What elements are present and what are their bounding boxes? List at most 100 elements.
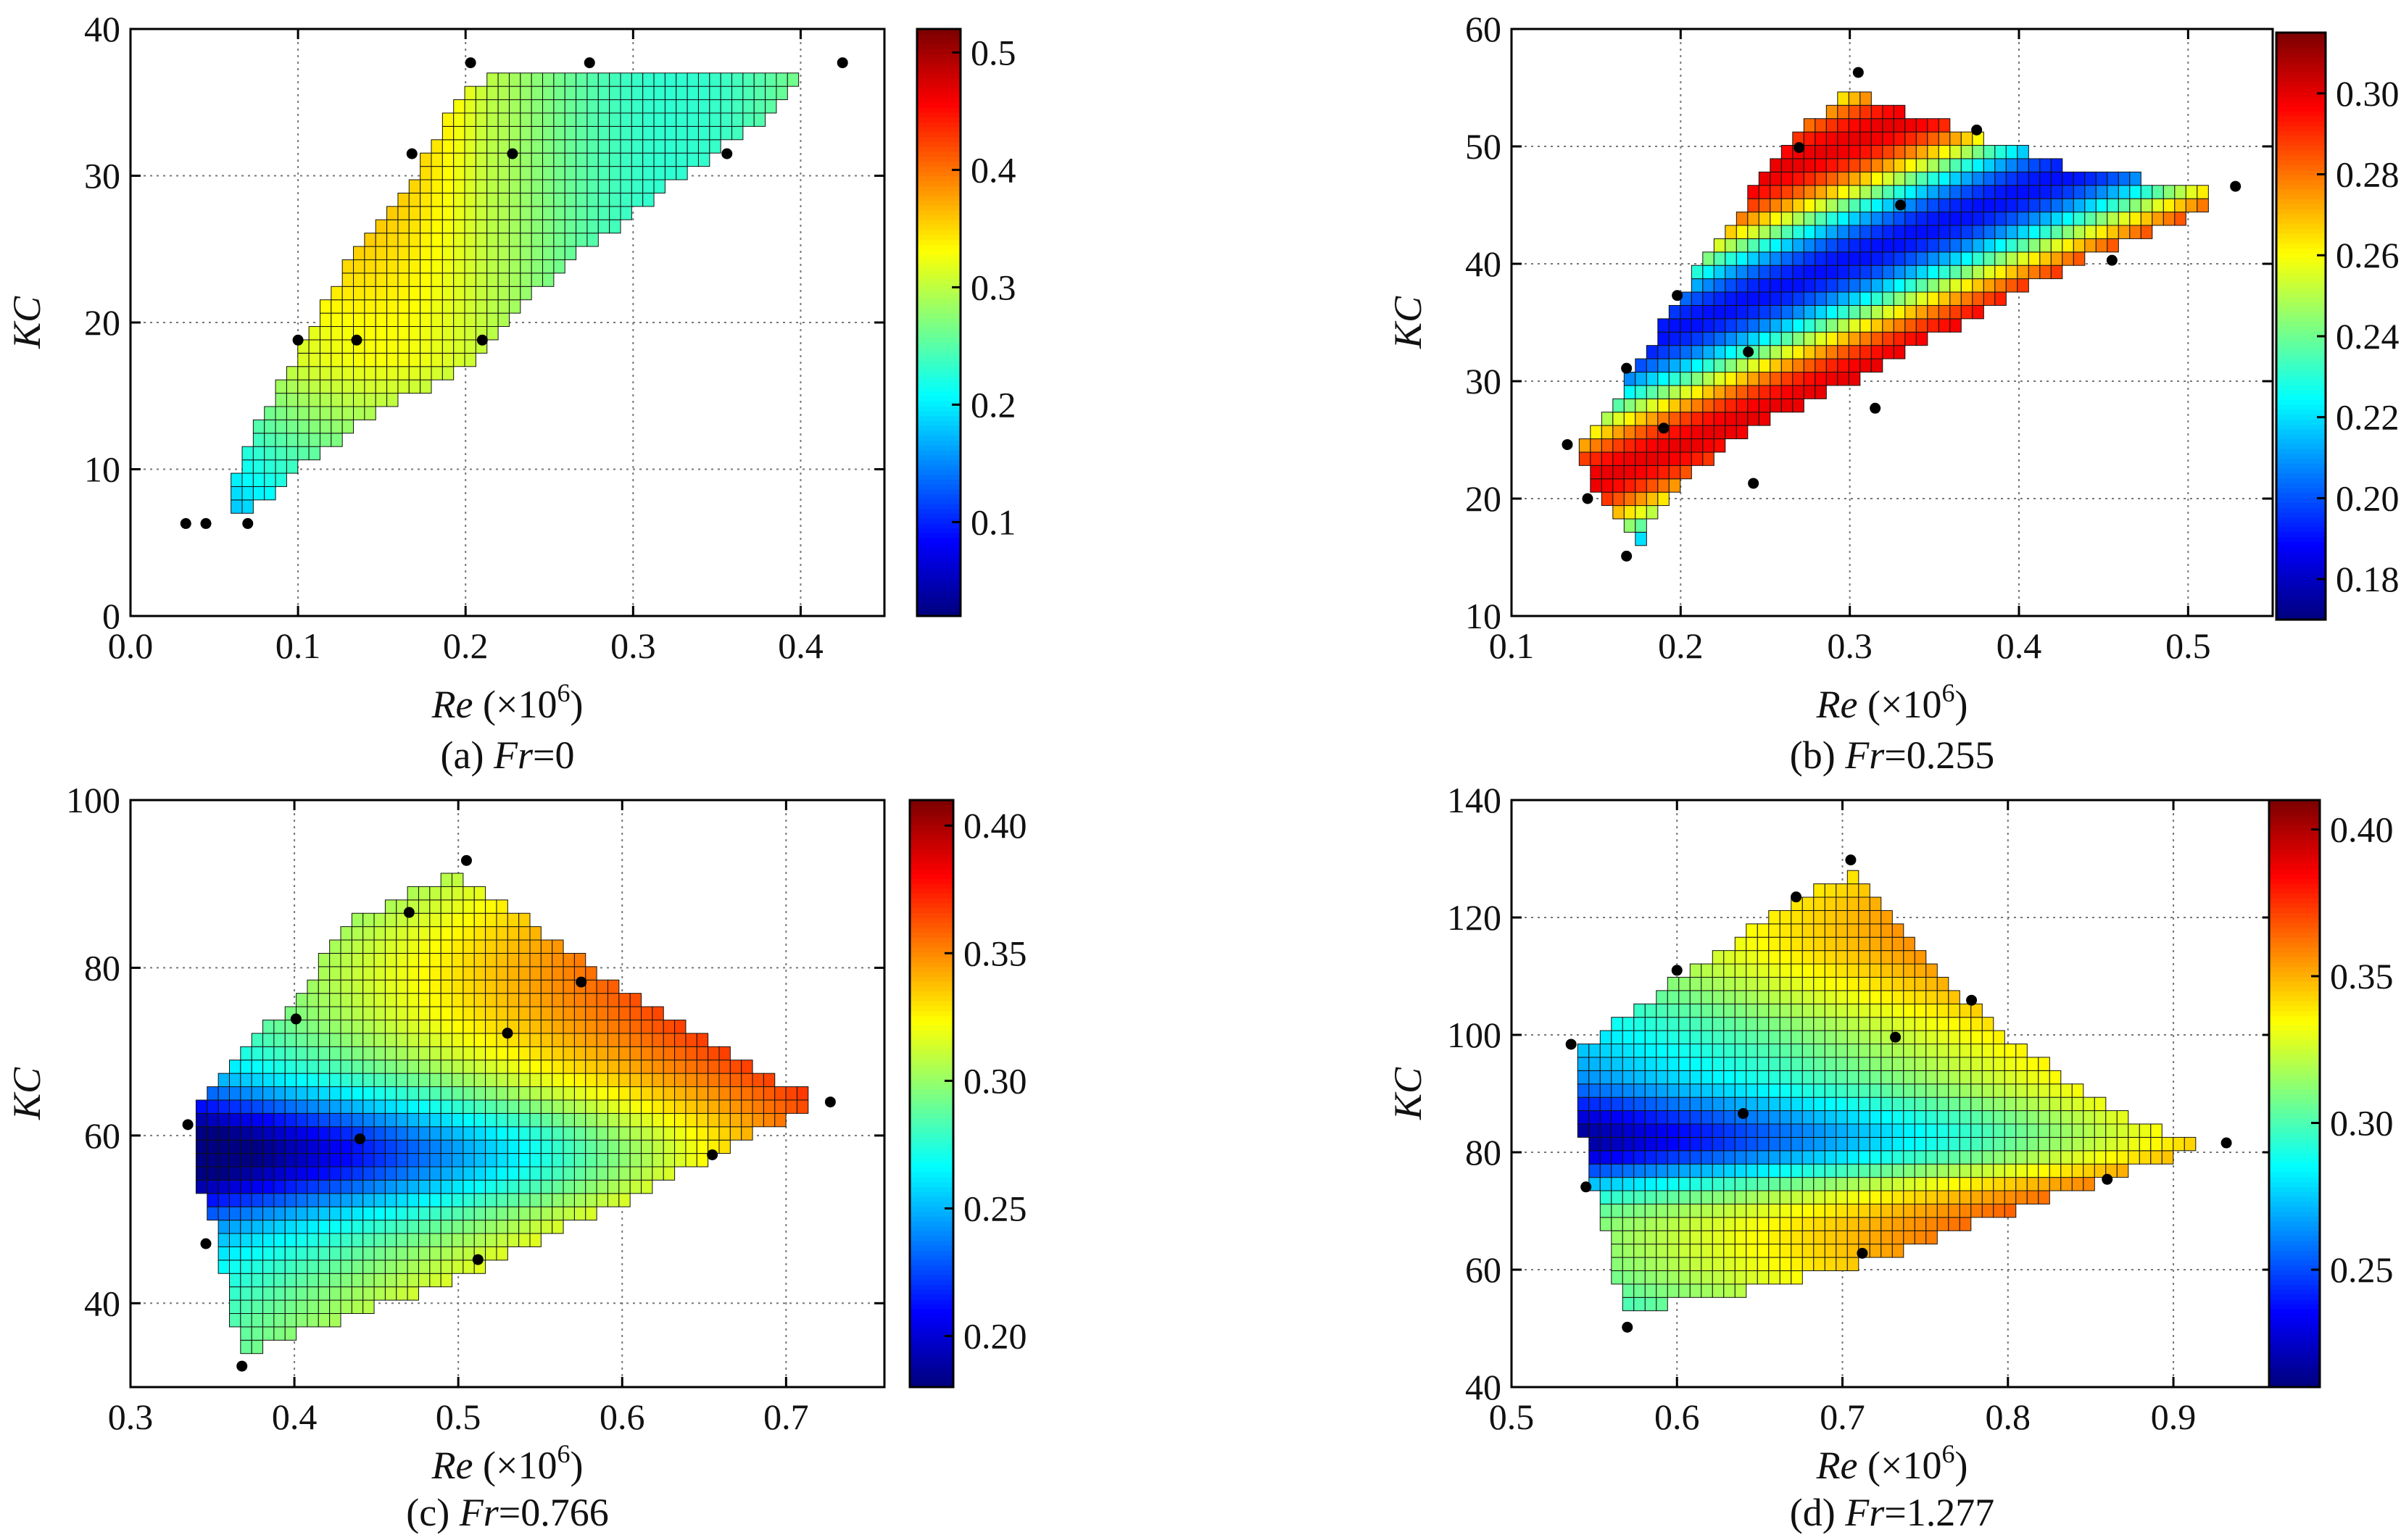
- colorbar-step: [2276, 42, 2326, 49]
- heatmap-cell: [596, 1033, 608, 1047]
- heatmap-cell: [329, 1019, 341, 1034]
- heatmap-cell: [240, 1220, 252, 1234]
- heatmap-cell: [1646, 358, 1659, 372]
- colorbar-step: [917, 175, 961, 182]
- heatmap-cell: [1770, 185, 1782, 199]
- colorbar-step: [2276, 140, 2326, 146]
- heatmap-cell: [785, 1099, 797, 1114]
- heatmap-cell: [507, 1099, 520, 1114]
- heatmap-cell: [1994, 291, 2007, 306]
- colorbar-step: [2276, 375, 2326, 381]
- heatmap-cell: [1970, 1150, 1983, 1165]
- colorbar-step: [2276, 433, 2326, 440]
- colorbar-tick-label: 0.20: [2336, 478, 2400, 518]
- heatmap-cell: [364, 379, 376, 394]
- colorbar-step: [917, 488, 961, 495]
- heatmap-cell: [1983, 158, 1996, 172]
- heatmap-cell: [1882, 171, 1894, 186]
- x-axis-unit: (×10: [473, 683, 557, 726]
- heatmap-cell: [1644, 1190, 1657, 1204]
- heatmap-cell: [397, 192, 410, 207]
- colorbar-step: [2269, 1147, 2320, 1153]
- heatmap-cell: [407, 1246, 419, 1261]
- heatmap-cell: [386, 326, 399, 341]
- heatmap-cell: [1801, 1030, 1815, 1045]
- colorbar-step: [917, 351, 961, 358]
- heatmap-cell: [1623, 438, 1636, 453]
- colorbar-step: [2269, 927, 2320, 933]
- heatmap-cell: [453, 246, 465, 260]
- heatmap-cell: [1701, 1217, 1713, 1231]
- heatmap-cell: [463, 1233, 475, 1247]
- heatmap-cell: [529, 1073, 542, 1088]
- heatmap-cell: [1824, 1217, 1837, 1231]
- heatmap-cell: [1725, 412, 1737, 426]
- heatmap-cell: [1882, 131, 1894, 146]
- heatmap-cell: [1869, 1244, 1882, 1258]
- heatmap-cell: [607, 979, 620, 994]
- heatmap-cell: [1646, 385, 1659, 399]
- heatmap-cell: [351, 1273, 364, 1288]
- heatmap-cell: [240, 1273, 252, 1288]
- colorbar-step: [2276, 150, 2326, 156]
- heatmap-cell: [195, 1139, 208, 1154]
- heatmap-cell: [1689, 1070, 1702, 1085]
- heatmap-cell: [1768, 1030, 1780, 1045]
- heatmap-cell: [364, 233, 376, 247]
- heatmap-cell: [1846, 936, 1859, 952]
- heatmap-cell: [676, 139, 688, 154]
- heatmap-cell: [217, 1220, 230, 1234]
- heatmap-cell: [1993, 1083, 2005, 1098]
- heatmap-cell: [228, 1086, 241, 1101]
- heatmap-cell: [1891, 1017, 1904, 1031]
- heatmap-cell: [463, 979, 475, 994]
- heatmap-cell: [1981, 1123, 1994, 1138]
- heatmap-cell: [1927, 265, 1939, 280]
- heatmap-cell: [552, 1033, 564, 1047]
- colorbar-step: [917, 264, 961, 270]
- heatmap-cell: [440, 1153, 453, 1168]
- heatmap-cell: [1914, 1057, 1927, 1071]
- heatmap-cell: [1601, 438, 1614, 453]
- heatmap-cell: [1993, 1044, 2005, 1058]
- heatmap-cell: [529, 1139, 542, 1154]
- colorbar-step: [910, 1005, 953, 1012]
- heatmap-cell: [195, 1179, 208, 1194]
- heatmap-cell: [440, 1086, 453, 1101]
- heatmap-cell: [596, 1060, 608, 1074]
- heatmap-cell: [1713, 265, 1726, 280]
- colorbar-step: [2269, 1015, 2320, 1021]
- heatmap-cell: [1803, 118, 1816, 133]
- heatmap-cell: [1815, 185, 1827, 199]
- heatmap-cell: [1870, 278, 1883, 293]
- heatmap-cell: [1780, 385, 1794, 399]
- heatmap-cell: [1914, 1203, 1927, 1218]
- heatmap-cell: [542, 219, 555, 234]
- heatmap-cell: [1903, 1136, 1915, 1152]
- heatmap-cell: [273, 1046, 286, 1061]
- heatmap-cell: [2118, 212, 2131, 226]
- heatmap-cell: [228, 1112, 241, 1128]
- heatmap-cell: [1758, 291, 1771, 306]
- heatmap-cell: [2026, 1190, 2039, 1204]
- heatmap-cell: [319, 352, 332, 367]
- heatmap-cell: [1994, 185, 2007, 199]
- heatmap-cell: [1869, 963, 1882, 978]
- heatmap-cell: [1691, 398, 1704, 413]
- heatmap-cell: [1768, 1270, 1780, 1285]
- heatmap-cell: [1623, 412, 1636, 426]
- heatmap-cell: [1623, 465, 1636, 480]
- heatmap-cell: [453, 112, 465, 127]
- heatmap-cell: [1936, 976, 1949, 991]
- heatmap-cell: [1948, 1057, 1960, 1071]
- heatmap-cell: [1803, 371, 1816, 386]
- heatmap-cell: [1757, 1057, 1770, 1071]
- heatmap-cell: [1972, 251, 1984, 266]
- y-tick-label: 100: [1447, 1015, 1501, 1055]
- heatmap-cell: [2028, 198, 2041, 213]
- heatmap-cell: [1791, 1150, 1803, 1165]
- colorbar-step: [917, 386, 961, 392]
- heatmap-cell: [1903, 976, 1915, 991]
- heatmap-cell: [1691, 425, 1704, 440]
- heatmap-cell: [1880, 1217, 1893, 1231]
